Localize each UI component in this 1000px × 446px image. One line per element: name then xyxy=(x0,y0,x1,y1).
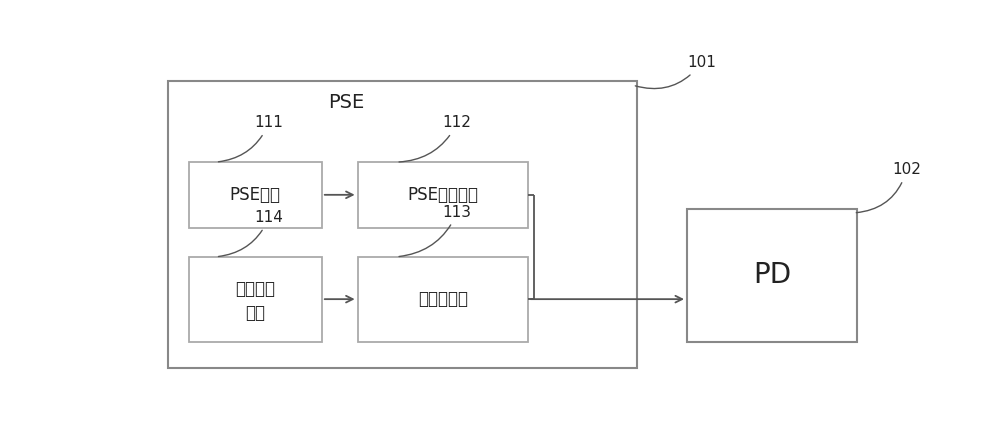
Text: 数据转发: 数据转发 xyxy=(235,280,275,298)
Text: 112: 112 xyxy=(399,116,472,162)
Text: PSE电源: PSE电源 xyxy=(230,186,281,204)
Text: PSE管理模块: PSE管理模块 xyxy=(407,186,478,204)
Text: PD: PD xyxy=(753,261,791,289)
Text: 101: 101 xyxy=(635,55,716,89)
Text: 111: 111 xyxy=(218,116,283,162)
Text: 102: 102 xyxy=(856,162,921,213)
Text: 耦合变压器: 耦合变压器 xyxy=(418,290,468,308)
Bar xyxy=(189,162,322,227)
Text: 模块: 模块 xyxy=(245,304,265,322)
Bar xyxy=(687,209,857,342)
Bar xyxy=(358,257,528,342)
Bar xyxy=(358,162,528,227)
Bar xyxy=(189,257,322,342)
Text: 113: 113 xyxy=(399,205,472,256)
Bar xyxy=(168,81,637,368)
Text: PSE: PSE xyxy=(328,93,364,112)
Text: 114: 114 xyxy=(218,210,283,256)
